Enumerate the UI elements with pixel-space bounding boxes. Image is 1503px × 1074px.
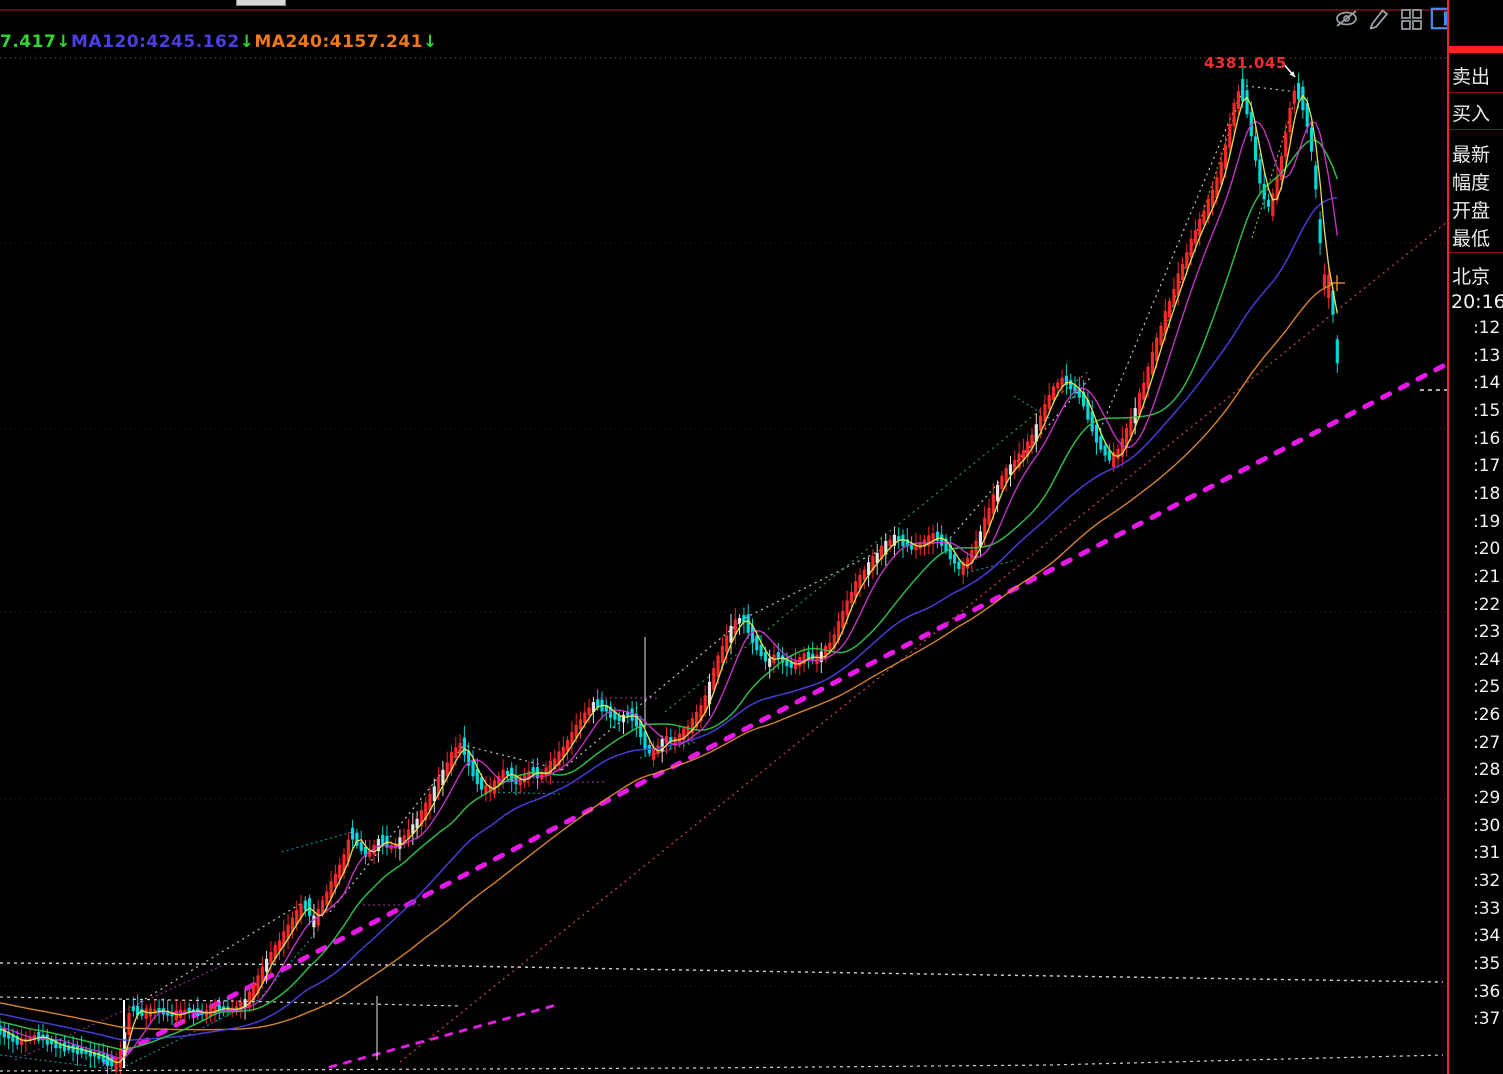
open-price-label: 开盘 [1452,200,1491,222]
beijing-time: 20:16 [1451,291,1503,313]
time-row[interactable]: :26 [1473,705,1501,726]
time-row[interactable]: :36 [1473,981,1501,1002]
sidebar-red-bar [1449,46,1503,53]
time-row[interactable]: :23 [1473,622,1501,643]
range-label: 幅度 [1452,172,1491,194]
time-row[interactable]: :13 [1473,345,1501,366]
time-row[interactable]: :31 [1473,843,1501,864]
ma240-value: MA240:4157.241 [254,32,424,52]
time-row[interactable]: :30 [1473,815,1501,836]
time-row[interactable]: :17 [1473,456,1501,477]
time-row[interactable]: :27 [1473,732,1501,753]
separator [1449,92,1503,93]
time-row[interactable]: :29 [1473,788,1501,809]
separator [1449,252,1503,253]
grid-layout-icon[interactable] [1398,6,1423,31]
time-row[interactable]: :25 [1473,677,1501,698]
candlestick-chart-panel[interactable]: 7.417↓MA120:4245.162↓MA240:4157.241↓ [0,0,1455,1074]
time-row[interactable]: :16 [1473,428,1501,449]
time-row[interactable]: :22 [1473,594,1501,615]
ma-indicator-legend: 7.417↓MA120:4245.162↓MA240:4157.241↓ [0,32,438,52]
peak-price-label: 4381.045 [1204,54,1287,72]
buy-button[interactable]: 买入 [1452,103,1491,125]
time-row[interactable]: :28 [1473,760,1501,781]
ma60-value: 7.417 [0,32,57,52]
ma120-value: MA120:4245.162 [71,32,240,52]
down-arrow-icon: ↓ [56,32,72,52]
time-row[interactable]: :24 [1473,649,1501,670]
window-top-border [0,9,1447,11]
edit-pencil-icon[interactable] [1366,6,1391,31]
time-row[interactable]: :18 [1473,483,1501,504]
time-row[interactable]: :19 [1473,511,1501,532]
low-price-label: 最低 [1452,228,1491,250]
time-row[interactable]: :34 [1473,926,1501,947]
quote-sidebar: 卖出 买入 最新 幅度 开盘 最低 北京 20:16 :12 :13 :14 :15:… [1447,0,1503,1074]
down-arrow-icon: ↓ [239,32,255,52]
time-row[interactable]: :14 [1473,373,1501,394]
latest-price-label: 最新 [1452,144,1491,166]
time-row[interactable]: :35 [1473,953,1501,974]
price-chart-canvas[interactable] [0,0,1447,1074]
collapse-handle[interactable] [236,0,286,6]
time-row[interactable]: :20 [1473,539,1501,560]
time-row[interactable]: :37 [1473,1009,1501,1030]
separator [1449,129,1503,130]
sell-button[interactable]: 卖出 [1452,66,1491,88]
eye-off-icon[interactable] [1334,6,1359,31]
down-arrow-icon: ↓ [423,32,438,52]
time-row[interactable]: :12 [1473,318,1501,338]
time-row[interactable]: :21 [1473,566,1501,587]
time-row[interactable]: :15 [1473,400,1501,421]
city-label: 北京 [1452,266,1491,288]
time-row[interactable]: :32 [1473,871,1501,891]
time-row[interactable]: :33 [1473,898,1501,919]
chart-toolbar [1334,6,1455,31]
